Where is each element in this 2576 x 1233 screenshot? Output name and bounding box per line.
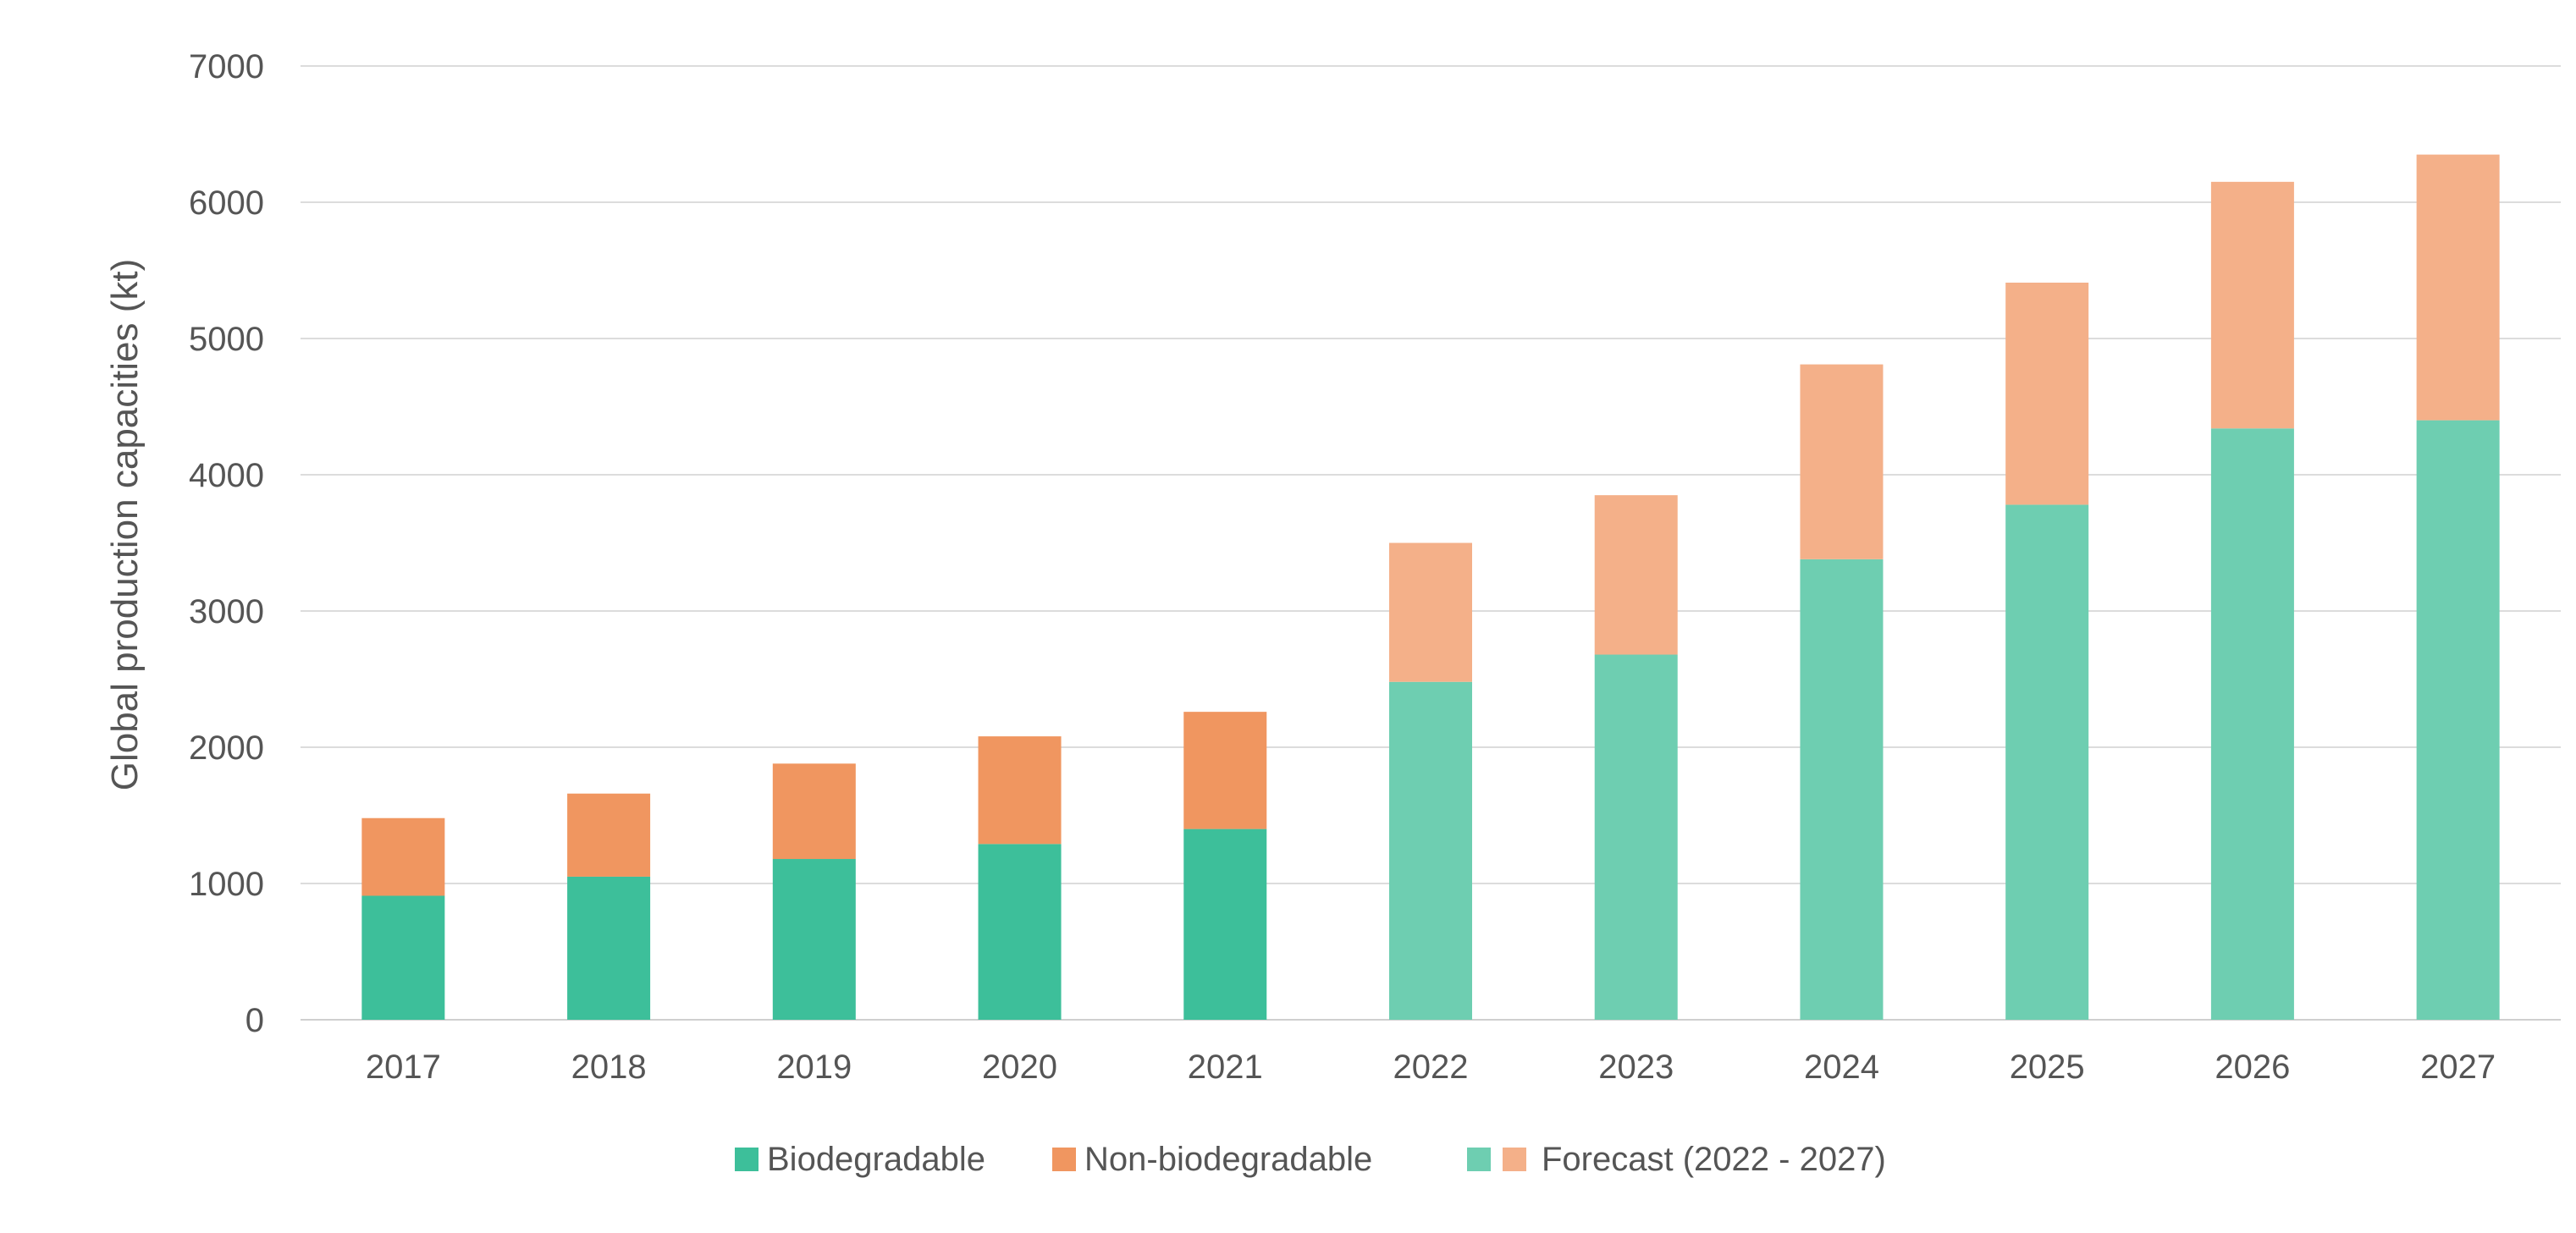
bar-non-biodegradable-2024 — [1800, 364, 1884, 559]
x-tick-label: 2020 — [982, 1049, 1057, 1086]
x-tick-label: 2018 — [571, 1049, 647, 1086]
legend-label-non-biodegradable: Non-biodegradable — [1084, 1140, 1373, 1178]
legend-label-forecast: Forecast (2022 - 2027) — [1542, 1140, 1886, 1178]
bar-non-biodegradable-2025 — [2005, 282, 2089, 505]
bar-non-biodegradable-2023 — [1594, 495, 1678, 655]
x-tick-label: 2024 — [1804, 1049, 1879, 1086]
y-tick-label: 7000 — [189, 48, 264, 85]
forecast-non-biodegradable-swatch — [1503, 1148, 1526, 1171]
x-tick-labels: 2017 2018 2019 2020 2021 2022 2023 2024 2025 2026… — [366, 1049, 2496, 1086]
y-tick-label: 1000 — [189, 866, 264, 903]
y-tick-labels: 0 1000 2000 3000 4000 5000 6000 7000 — [189, 48, 264, 1039]
bar-biodegradable-2021 — [1183, 828, 1267, 1020]
biodegradable-swatch — [735, 1148, 758, 1171]
bar-non-biodegradable-2027 — [2416, 154, 2500, 421]
bars — [361, 154, 2500, 1021]
x-tick-label: 2017 — [366, 1049, 441, 1086]
bar-biodegradable-2017 — [361, 895, 445, 1020]
bar-biodegradable-2023 — [1594, 654, 1678, 1020]
legend-label-biodegradable: Biodegradable — [767, 1140, 985, 1178]
legend: Biodegradable Non-biodegradable Forecast… — [0, 1134, 2576, 1185]
x-tick-label: 2022 — [1393, 1049, 1469, 1086]
bar-biodegradable-2018 — [567, 876, 651, 1020]
bar-non-biodegradable-2022 — [1389, 542, 1472, 682]
bar-non-biodegradable-2020 — [978, 736, 1062, 845]
x-tick-label: 2026 — [2215, 1049, 2290, 1086]
bar-biodegradable-2019 — [772, 859, 856, 1020]
bar-non-biodegradable-2021 — [1183, 712, 1267, 829]
bar-biodegradable-2026 — [2210, 428, 2294, 1020]
x-tick-label: 2019 — [776, 1049, 852, 1086]
y-tick-label: 4000 — [189, 457, 264, 494]
non-biodegradable-swatch — [1052, 1148, 1076, 1171]
legend-item-non-biodegradable: Non-biodegradable — [1052, 1134, 1372, 1185]
x-tick-label: 2025 — [2010, 1049, 2085, 1086]
bar-non-biodegradable-2026 — [2210, 181, 2294, 429]
legend-item-forecast: Forecast (2022 - 2027) — [1467, 1134, 1886, 1185]
x-tick-label: 2021 — [1188, 1049, 1263, 1086]
forecast-biodegradable-swatch — [1467, 1148, 1491, 1171]
bar-biodegradable-2027 — [2416, 420, 2500, 1021]
bar-non-biodegradable-2019 — [772, 763, 856, 860]
y-axis-label: Global production capacities (kt) — [104, 259, 146, 791]
y-tick-label: 3000 — [189, 593, 264, 630]
legend-item-biodegradable: Biodegradable — [735, 1134, 985, 1185]
bar-non-biodegradable-2018 — [567, 793, 651, 877]
bar-biodegradable-2024 — [1800, 559, 1884, 1020]
y-tick-label: 2000 — [189, 729, 264, 767]
y-tick-label: 6000 — [189, 184, 264, 222]
bar-biodegradable-2022 — [1389, 681, 1472, 1020]
x-tick-label: 2023 — [1598, 1049, 1674, 1086]
y-tick-label: 0 — [245, 1002, 264, 1039]
bar-non-biodegradable-2017 — [361, 817, 445, 896]
bar-biodegradable-2025 — [2005, 504, 2089, 1020]
y-tick-label: 5000 — [189, 321, 264, 358]
bar-biodegradable-2020 — [978, 844, 1062, 1020]
x-tick-label: 2027 — [2420, 1049, 2496, 1086]
